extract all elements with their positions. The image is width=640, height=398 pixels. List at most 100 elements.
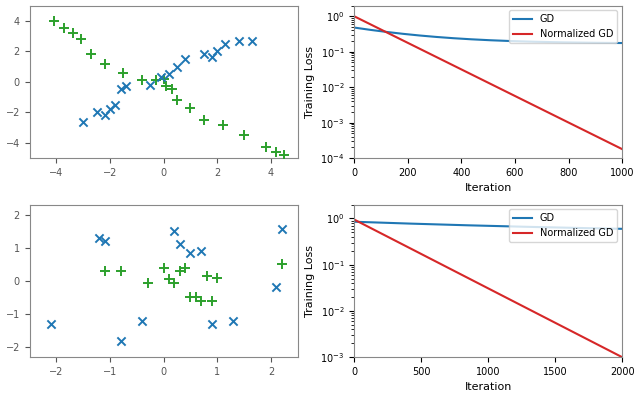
Point (172, 63, 182, 70)
Line: GD: GD (354, 222, 622, 229)
Point (191, 294, 201, 300)
Line: GD: GD (354, 27, 622, 43)
Normalized GD (365, 224, 372, 229)
Point (145, 82, 156, 88)
Normalized GD (569, 122, 577, 127)
Point (172, 97, 182, 103)
Y-axis label: Training Loss: Training Loss (305, 46, 315, 118)
Point (116, 86, 126, 93)
GD (356, 220, 364, 224)
Point (159, 76, 169, 82)
Point (100, 60, 110, 67)
Point (78, 118, 88, 125)
Point (276, 226, 287, 232)
Legend: GD, Normalized GD: GD, Normalized GD (509, 209, 617, 242)
Normalized GD (356, 220, 364, 225)
Point (196, 248, 206, 254)
Point (67, 30, 77, 36)
Point (49, 18, 59, 24)
Point (100, 238, 110, 244)
Point (180, 56, 190, 62)
Normalized GD (605, 140, 613, 145)
Point (228, 318, 239, 324)
Point (100, 112, 110, 119)
Point (150, 77, 161, 84)
Point (239, 132, 249, 139)
Normalized GD (450, 268, 458, 273)
Point (199, 117, 209, 123)
Point (175, 268, 185, 274)
Normalized GD (350, 217, 358, 222)
Point (105, 106, 115, 113)
Point (76, 36, 86, 42)
Point (110, 101, 120, 108)
GD (588, 40, 595, 45)
Point (169, 228, 179, 234)
Point (137, 318, 147, 324)
Point (271, 149, 282, 155)
Normalized GD (618, 147, 626, 152)
Normalized GD (367, 22, 374, 27)
Point (180, 264, 190, 271)
Point (202, 273, 212, 279)
Point (100, 268, 110, 274)
Point (186, 105, 196, 111)
Point (196, 298, 206, 304)
Point (279, 152, 289, 158)
Normalized GD (559, 117, 567, 122)
Point (186, 250, 196, 256)
Point (46, 321, 56, 327)
Point (116, 338, 126, 344)
Point (175, 241, 185, 248)
Normalized GD (571, 330, 579, 335)
Point (199, 51, 209, 58)
GD (618, 41, 626, 45)
Point (260, 144, 271, 151)
Point (218, 121, 228, 128)
X-axis label: Iteration: Iteration (465, 183, 512, 193)
GD (569, 40, 577, 45)
GD (511, 224, 519, 229)
Point (86, 51, 97, 58)
Point (247, 37, 257, 44)
GD (559, 40, 567, 45)
Point (234, 37, 244, 44)
GD (350, 25, 358, 30)
Normalized GD (511, 300, 519, 304)
Point (94, 234, 104, 241)
Point (212, 48, 222, 55)
GD (618, 226, 626, 231)
Point (164, 71, 174, 78)
Point (207, 321, 217, 327)
Normalized GD (374, 229, 382, 234)
Point (137, 77, 147, 84)
GD (374, 220, 382, 225)
Point (220, 41, 230, 47)
GD (404, 32, 412, 37)
Point (207, 54, 217, 60)
Point (161, 83, 172, 90)
Normalized GD (618, 355, 626, 359)
Point (186, 294, 196, 300)
Point (164, 276, 174, 283)
Point (159, 264, 169, 271)
GD (365, 220, 372, 224)
Point (60, 25, 70, 31)
Point (166, 86, 177, 93)
GD (571, 226, 579, 230)
Point (92, 109, 102, 115)
Line: Normalized GD: Normalized GD (354, 220, 622, 357)
Point (143, 279, 153, 286)
GD (450, 222, 458, 227)
Point (207, 298, 217, 304)
Line: Normalized GD: Normalized GD (354, 16, 622, 149)
GD (350, 219, 358, 224)
GD (367, 27, 374, 32)
Point (271, 284, 282, 291)
Point (116, 268, 126, 274)
Point (156, 74, 166, 80)
Point (169, 279, 179, 286)
X-axis label: Iteration: Iteration (465, 382, 512, 392)
Legend: GD, Normalized GD: GD, Normalized GD (509, 10, 617, 43)
Normalized GD (404, 41, 412, 46)
